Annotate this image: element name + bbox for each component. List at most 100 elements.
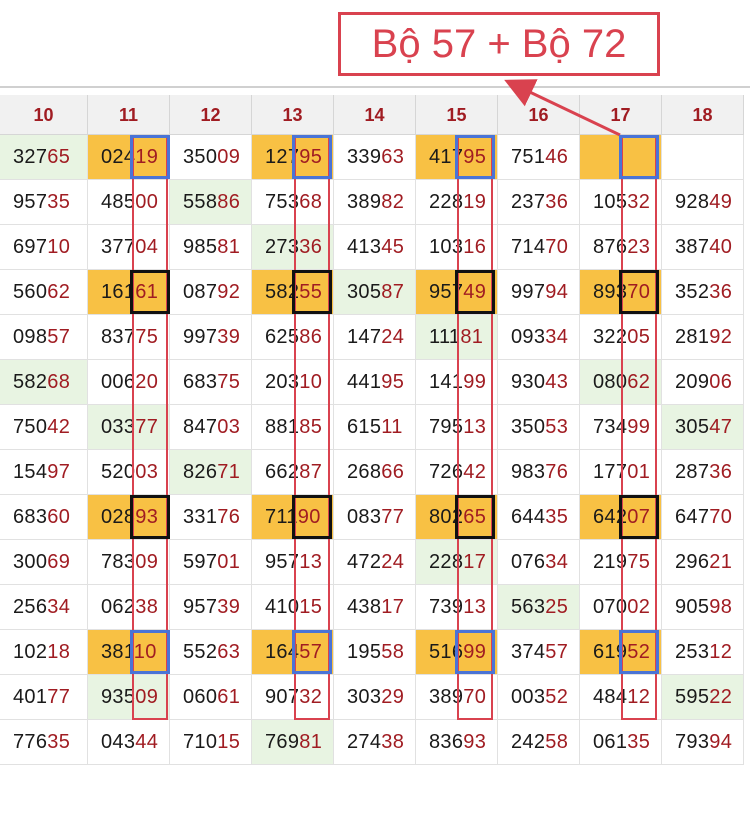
result-cell: 30587 — [334, 270, 416, 315]
result-cell: 79513 — [416, 405, 498, 450]
result-prefix: 438 — [347, 596, 382, 618]
result-tail: 09 — [135, 551, 159, 573]
result-cell: 79394 — [662, 720, 744, 765]
result-prefix: 305 — [675, 416, 710, 438]
result-cell: 73499 — [580, 405, 662, 450]
result-cell: 61511 — [334, 405, 416, 450]
result-tail: 98 — [709, 596, 733, 618]
result-tail: 42 — [47, 416, 71, 438]
result-cell: 09334 — [498, 315, 580, 360]
result-tail: 65 — [463, 506, 487, 528]
result-tail: 99 — [463, 371, 487, 393]
result-tail: 46 — [545, 146, 569, 168]
result-prefix: 750 — [13, 416, 48, 438]
result-tail: 12 — [627, 686, 651, 708]
result-tail: 10 — [47, 236, 71, 258]
result-cell: 58255 — [252, 270, 334, 315]
result-cell: 22819 — [416, 180, 498, 225]
result-tail: 93 — [463, 731, 487, 753]
result-cell: 41015 — [252, 585, 334, 630]
result-prefix: 377 — [101, 236, 136, 258]
result-cell: 71190 — [252, 495, 334, 540]
result-prefix: 485 — [101, 191, 136, 213]
result-tail: 45 — [381, 236, 405, 258]
result-tail: 75 — [135, 326, 159, 348]
result-tail: 36 — [709, 281, 733, 303]
result-cell: 41345 — [334, 225, 416, 270]
result-cell: 83775 — [88, 315, 170, 360]
result-cell: 06135 — [580, 720, 662, 765]
result-tail: 87 — [381, 281, 405, 303]
result-tail: 63 — [217, 641, 241, 663]
column-header-12: 12 — [170, 95, 252, 135]
result-tail: 97 — [47, 461, 71, 483]
top-bar-divider — [0, 86, 750, 88]
result-prefix: 381 — [101, 641, 134, 663]
result-cell: 55263 — [170, 630, 252, 675]
result-prefix: 033 — [101, 416, 136, 438]
result-tail: 94 — [709, 731, 733, 753]
result-tail: 52 — [627, 641, 651, 663]
result-cell: 56325 — [498, 585, 580, 630]
result-cell: 28192 — [662, 315, 744, 360]
result-tail: 68 — [299, 191, 323, 213]
result-tail: 38 — [381, 731, 405, 753]
result-tail: 76 — [217, 506, 241, 528]
result-prefix: 662 — [265, 461, 300, 483]
result-prefix: 024 — [101, 146, 136, 168]
result-cell: 37457 — [498, 630, 580, 675]
result-tail: 05 — [627, 326, 651, 348]
result-prefix: 957 — [183, 596, 218, 618]
result-prefix: 893 — [593, 281, 628, 303]
result-tail: 61 — [135, 281, 159, 303]
result-prefix: 256 — [13, 596, 48, 618]
result-cell: 95749 — [416, 270, 498, 315]
result-cell — [580, 135, 662, 180]
result-prefix: 734 — [593, 416, 628, 438]
result-tail: 49 — [709, 191, 733, 213]
result-prefix: 300 — [13, 551, 48, 573]
result-prefix: 281 — [675, 326, 710, 348]
result-prefix: 389 — [429, 686, 464, 708]
result-cell: 68375 — [170, 360, 252, 405]
result-tail: 77 — [381, 506, 405, 528]
result-prefix: 274 — [347, 731, 382, 753]
result-cell: 19558 — [334, 630, 416, 675]
result-tail: 57 — [299, 641, 323, 663]
result-cell: 99739 — [170, 315, 252, 360]
result-cell: 71015 — [170, 720, 252, 765]
result-tail: 17 — [381, 596, 405, 618]
result-tail: 55 — [299, 281, 323, 303]
result-prefix: 552 — [183, 641, 218, 663]
result-cell: 99794 — [498, 270, 580, 315]
result-tail: 71 — [217, 461, 241, 483]
result-cell: 95713 — [252, 540, 334, 585]
result-tail: 34 — [545, 551, 569, 573]
result-tail: 24 — [381, 551, 405, 573]
result-cell: 17701 — [580, 450, 662, 495]
result-prefix: 683 — [183, 371, 218, 393]
result-cell: 38970 — [416, 675, 498, 720]
result-prefix: 441 — [347, 371, 382, 393]
result-cell: 95739 — [170, 585, 252, 630]
result-tail: 87 — [299, 461, 323, 483]
result-cell: 89370 — [580, 270, 662, 315]
result-cell: 10316 — [416, 225, 498, 270]
result-tail: 75 — [217, 371, 241, 393]
result-cell: 35053 — [498, 405, 580, 450]
result-cell: 15497 — [0, 450, 88, 495]
result-prefix: 615 — [347, 416, 382, 438]
result-tail: 49 — [463, 281, 487, 303]
result-tail: 77 — [135, 416, 159, 438]
result-tail: 15 — [217, 731, 241, 753]
result-prefix: 769 — [265, 731, 300, 753]
result-tail: 21 — [709, 551, 733, 573]
result-prefix: 783 — [101, 551, 136, 573]
result-cell: 95735 — [0, 180, 88, 225]
result-prefix: 683 — [13, 506, 48, 528]
result-tail: 02 — [627, 596, 651, 618]
result-cell: 27336 — [252, 225, 334, 270]
result-prefix: 739 — [429, 596, 464, 618]
result-prefix: 209 — [675, 371, 710, 393]
result-cell: 35236 — [662, 270, 744, 315]
